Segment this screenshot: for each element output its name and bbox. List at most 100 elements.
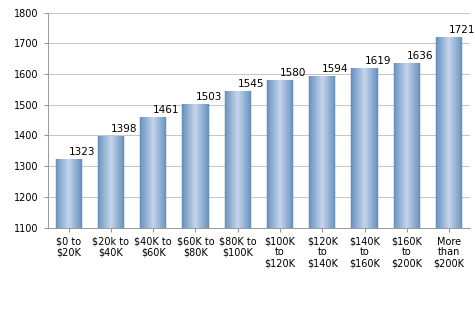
Bar	[152, 117, 153, 228]
Bar	[332, 76, 333, 228]
Bar	[442, 37, 443, 228]
Bar	[403, 63, 404, 228]
Bar	[150, 117, 151, 228]
Bar	[200, 104, 201, 228]
Bar	[444, 37, 445, 228]
Bar	[75, 159, 76, 228]
Bar	[396, 63, 397, 228]
Bar	[269, 80, 270, 228]
Bar	[271, 80, 272, 228]
Bar	[227, 91, 228, 228]
Bar	[394, 63, 395, 228]
Bar	[395, 63, 396, 228]
Bar	[365, 68, 366, 228]
Bar	[239, 91, 240, 228]
Text: 1503: 1503	[196, 92, 222, 102]
Bar	[368, 68, 369, 228]
Bar	[359, 68, 360, 228]
Bar	[398, 63, 399, 228]
Text: 1594: 1594	[322, 64, 349, 74]
Bar	[367, 68, 368, 228]
Bar	[269, 80, 270, 228]
Bar	[207, 104, 208, 228]
Bar	[331, 76, 332, 228]
Text: 1323: 1323	[68, 147, 95, 157]
Bar	[63, 159, 64, 228]
Bar	[400, 63, 401, 228]
Bar	[246, 91, 247, 228]
Bar	[333, 76, 334, 228]
Bar	[232, 91, 233, 228]
Bar	[370, 68, 371, 228]
Bar	[447, 37, 448, 228]
Bar	[243, 91, 244, 228]
Text: 1619: 1619	[365, 56, 391, 66]
Bar	[184, 104, 185, 228]
Bar	[249, 91, 250, 228]
Bar	[460, 37, 461, 228]
Bar	[111, 136, 112, 228]
Bar	[189, 104, 190, 228]
Bar	[327, 76, 328, 228]
Bar	[446, 37, 447, 228]
Bar	[240, 91, 241, 228]
Bar	[310, 76, 311, 228]
Bar	[105, 136, 106, 228]
Bar	[68, 159, 69, 228]
Bar	[123, 136, 124, 228]
Bar	[415, 63, 416, 228]
Bar	[279, 80, 280, 228]
Bar	[291, 80, 292, 228]
Bar	[121, 136, 122, 228]
Bar	[232, 91, 233, 228]
Bar	[323, 76, 324, 228]
Bar	[144, 117, 145, 228]
Bar	[98, 136, 99, 228]
Bar	[227, 91, 228, 228]
Bar	[450, 37, 451, 228]
Text: 1636: 1636	[407, 51, 433, 61]
Bar	[406, 63, 407, 228]
Bar	[453, 37, 454, 228]
Bar	[231, 91, 232, 228]
Bar	[355, 68, 356, 228]
Bar	[197, 104, 198, 228]
Bar	[183, 104, 184, 228]
Bar	[119, 136, 120, 228]
Bar	[122, 136, 123, 228]
Bar	[372, 68, 373, 228]
Bar	[146, 117, 147, 228]
Bar	[278, 80, 279, 228]
Bar	[113, 136, 114, 228]
Bar	[72, 159, 73, 228]
Bar	[191, 104, 192, 228]
Bar	[461, 37, 462, 228]
Bar	[225, 91, 226, 228]
Bar	[402, 63, 403, 228]
Bar	[439, 37, 440, 228]
Bar	[371, 68, 372, 228]
Text: 1580: 1580	[280, 68, 306, 78]
Bar	[188, 104, 189, 228]
Bar	[106, 136, 107, 228]
Bar	[156, 117, 157, 228]
Bar	[311, 76, 312, 228]
Bar	[373, 68, 374, 228]
Bar	[273, 80, 274, 228]
Bar	[70, 159, 71, 228]
Bar	[282, 80, 283, 228]
Bar	[277, 80, 278, 228]
Bar	[241, 91, 242, 228]
Bar	[326, 76, 327, 228]
Bar	[193, 104, 194, 228]
Bar	[104, 136, 105, 228]
Bar	[322, 76, 323, 228]
Bar	[103, 136, 104, 228]
Bar	[81, 159, 82, 228]
Bar	[115, 136, 116, 228]
Bar	[377, 68, 378, 228]
Bar	[159, 117, 160, 228]
Bar	[415, 63, 416, 228]
Bar	[376, 68, 377, 228]
Bar	[226, 91, 227, 228]
